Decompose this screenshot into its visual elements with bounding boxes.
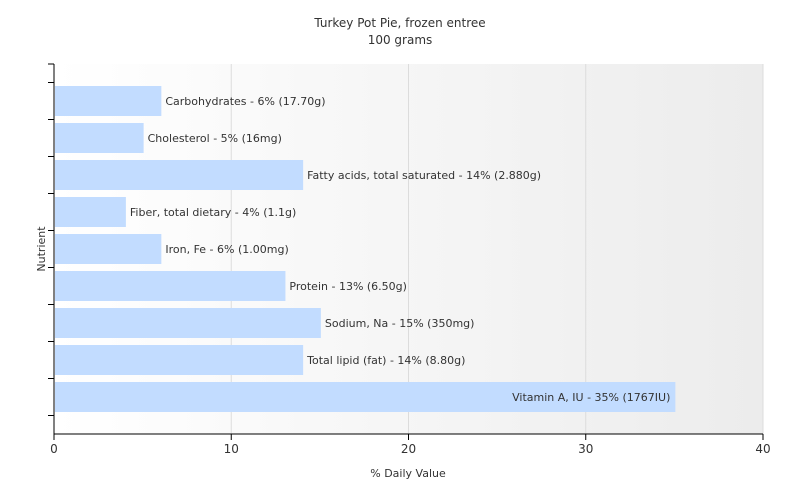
bar [55,160,304,190]
bar-data-label: Carbohydrates - 6% (17.70g) [165,95,325,108]
y-axis-label: Nutrient [35,226,48,272]
bar [55,271,286,301]
bar [55,382,676,412]
chart-subtitle: 100 grams [368,33,433,47]
chart-title: Turkey Pot Pie, frozen entree [313,16,485,30]
bar [55,197,126,227]
x-tick-label: 30 [578,442,593,456]
x-axis-label: % Daily Value [370,467,446,480]
bar-data-label: Fatty acids, total saturated - 14% (2.88… [307,169,541,182]
bar-data-label: Total lipid (fat) - 14% (8.80g) [306,354,465,367]
bar [55,234,162,264]
x-tick-label: 0 [50,442,58,456]
axes: 0 10 20 30 40 [48,63,771,456]
bar [55,345,304,375]
bar [55,308,321,338]
x-tick-label: 10 [224,442,239,456]
bars: Carbohydrates - 6% (17.70g) Cholesterol -… [55,86,676,412]
bar-data-label: Protein - 13% (6.50g) [289,280,407,293]
x-tick-label: 40 [755,442,770,456]
bar [55,86,162,116]
bar-data-label: Sodium, Na - 15% (350mg) [325,317,475,330]
bar-data-label: Cholesterol - 5% (16mg) [148,132,282,145]
x-tick-label: 20 [401,442,416,456]
bar [55,123,144,153]
bar-data-label: Iron, Fe - 6% (1.00mg) [165,243,288,256]
bar-data-label: Fiber, total dietary - 4% (1.1g) [130,206,296,219]
bar-data-label: Vitamin A, IU - 35% (1767IU) [512,391,670,404]
